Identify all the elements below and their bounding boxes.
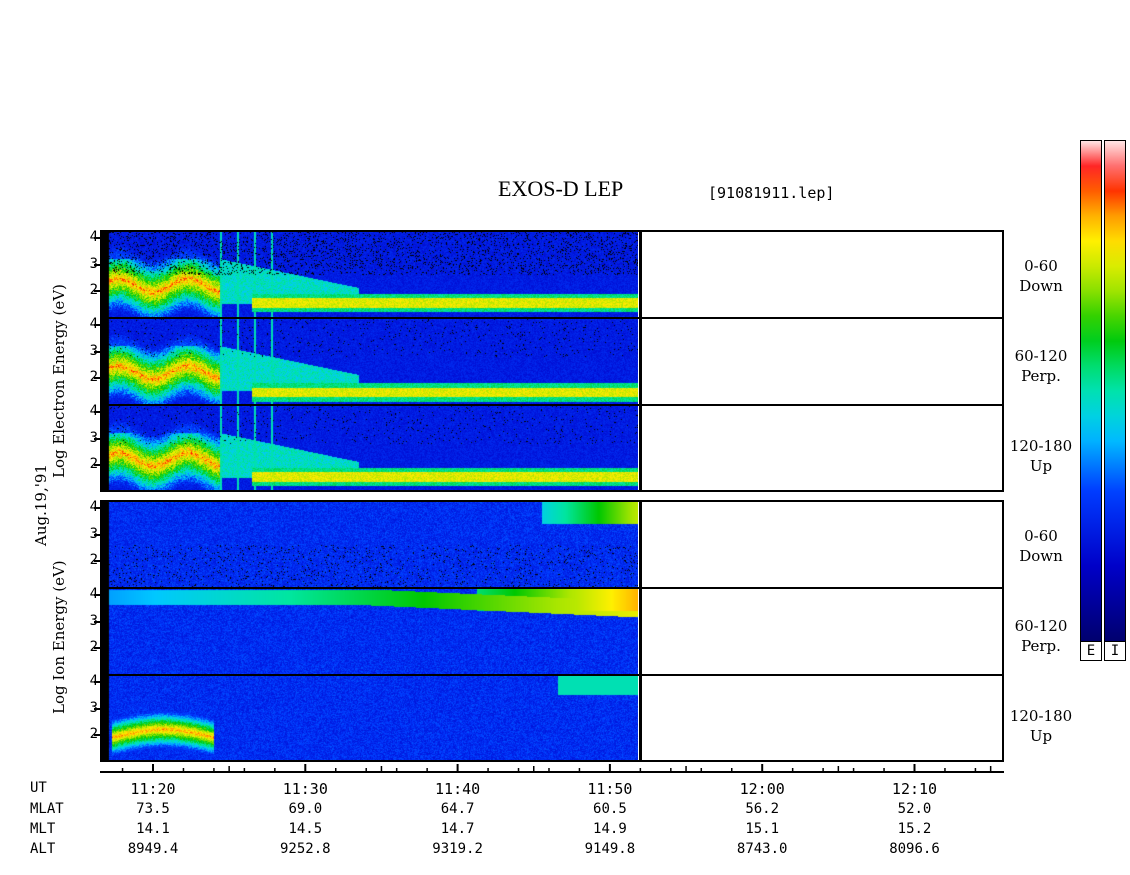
y-tick-label: 3 — [84, 256, 98, 272]
spectrogram-ion-up — [101, 676, 638, 761]
data-end-marker-electron — [639, 231, 642, 491]
y-tick-mark — [94, 290, 100, 293]
time-tick-label: 11:20 — [130, 780, 176, 798]
time-tick-label: 11:40 — [435, 780, 481, 798]
orbit-value-alt: 8949.4 — [127, 841, 179, 857]
y-tick-mark — [94, 324, 100, 327]
time-tick-label: 11:30 — [282, 780, 328, 798]
orbit-value-alt: 8096.6 — [889, 841, 940, 857]
y-tick-mark — [94, 620, 100, 623]
electron-divider-1 — [100, 317, 1004, 319]
figure-title: EXOS-D LEP — [498, 176, 624, 201]
orbit-value-alt: 8743.0 — [736, 841, 788, 857]
y-tick-label: 2 — [84, 552, 98, 568]
row-label-mlat: MLAT — [30, 801, 64, 817]
y-tick-label: 2 — [84, 726, 98, 742]
y-tick-label: 4 — [84, 499, 98, 515]
y-tick-mark — [94, 411, 100, 414]
ion-y-axis-label: Log Ion Energy (eV) — [50, 560, 68, 714]
y-tick-mark — [94, 594, 100, 597]
row-label-mlt: MLT — [30, 821, 56, 837]
orbit-value-mlt: 15.1 — [745, 821, 780, 837]
spectrogram-electron-up — [101, 406, 638, 491]
orbit-value-mlat: 52.0 — [897, 801, 932, 817]
y-tick-label: 4 — [84, 403, 98, 419]
y-tick-mark — [94, 647, 100, 650]
y-tick-mark — [94, 237, 100, 240]
y-tick-mark — [94, 533, 100, 536]
row-label-ut: UT — [30, 780, 47, 796]
time-axis — [100, 764, 1004, 773]
orbit-value-mlat: 56.2 — [745, 801, 780, 817]
time-tick-label: 12:00 — [739, 780, 785, 798]
ion-channel-perp-label: 60-120 Perp. — [1014, 617, 1068, 655]
y-tick-label: 2 — [84, 282, 98, 298]
spectrogram-ion-down — [101, 502, 638, 587]
data-end-marker-ion — [639, 501, 642, 761]
electron-panel-frame — [100, 230, 1004, 492]
y-tick-label: 3 — [84, 526, 98, 542]
time-tick-label: 12:10 — [891, 780, 938, 798]
orbit-value-mlt: 14.9 — [593, 821, 627, 837]
y-tick-label: 4 — [84, 229, 98, 245]
orbit-value-alt: 9319.2 — [432, 841, 483, 857]
ion-colorbar — [1104, 140, 1126, 642]
electron-channel-down-label: 0-60 Down — [1019, 257, 1063, 295]
y-tick-mark — [94, 350, 100, 353]
y-tick-label: 3 — [84, 613, 98, 629]
row-label-alt: ALT — [30, 841, 56, 857]
orbit-value-alt: 9252.8 — [280, 841, 331, 857]
spectrogram-electron-perp — [101, 319, 638, 404]
y-tick-label: 4 — [84, 586, 98, 602]
electron-channel-perp-label: 60-120 Perp. — [1014, 347, 1068, 385]
date-label: Aug.19,'91 — [32, 464, 50, 546]
y-tick-label: 3 — [84, 430, 98, 446]
electron-divider-2 — [100, 404, 1004, 406]
electron-channel-up-label: 120-180 Up — [1009, 437, 1073, 475]
y-tick-label: 2 — [84, 369, 98, 385]
ion-channel-up-label: 120-180 Up — [1009, 707, 1073, 745]
ion-divider-1 — [100, 587, 1004, 589]
file-label: [91081911.lep] — [708, 184, 835, 202]
y-tick-label: 4 — [84, 316, 98, 332]
y-tick-label: 2 — [84, 456, 98, 472]
y-tick-mark — [94, 681, 100, 684]
orbit-value-mlat: 64.7 — [440, 801, 475, 817]
y-tick-mark — [94, 560, 100, 563]
ion-divider-2 — [100, 674, 1004, 676]
y-tick-mark — [94, 263, 100, 266]
time-tick-label: 11:50 — [587, 780, 633, 798]
electron-colorbar — [1080, 140, 1102, 642]
y-tick-mark — [94, 464, 100, 467]
y-tick-label: 3 — [84, 343, 98, 359]
y-tick-mark — [94, 507, 100, 510]
orbit-value-mlat: 69.0 — [288, 801, 323, 817]
y-tick-label: 4 — [84, 673, 98, 689]
orbit-value-mlt: 15.2 — [897, 821, 932, 837]
ion-colorbar-label: I — [1104, 641, 1126, 661]
y-tick-label: 2 — [84, 639, 98, 655]
orbit-value-mlat: 60.5 — [593, 801, 627, 817]
orbit-value-mlt: 14.5 — [288, 821, 323, 837]
orbit-value-mlat: 73.5 — [136, 801, 170, 817]
electron-colorbar-label: E — [1080, 641, 1102, 661]
y-tick-mark — [94, 707, 100, 710]
orbit-value-mlt: 14.1 — [136, 821, 170, 837]
spectrogram-electron-down — [101, 232, 638, 317]
ion-channel-down-label: 0-60 Down — [1019, 527, 1063, 565]
ion-panel-frame — [100, 500, 1004, 762]
spectrogram-ion-perp — [101, 589, 638, 674]
y-tick-mark — [94, 437, 100, 440]
electron-y-axis-label: Log Electron Energy (eV) — [50, 284, 68, 478]
orbit-value-alt: 9149.8 — [584, 841, 636, 857]
y-tick-mark — [94, 377, 100, 380]
orbit-value-mlt: 14.7 — [440, 821, 475, 837]
y-tick-label: 3 — [84, 700, 98, 716]
y-tick-mark — [94, 734, 100, 737]
